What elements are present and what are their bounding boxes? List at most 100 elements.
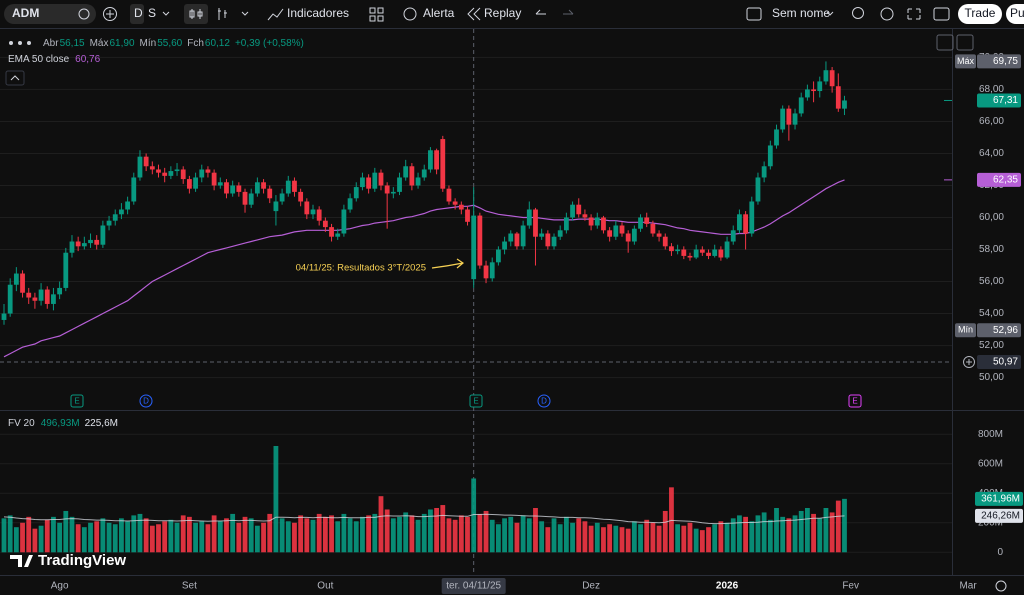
- candle-body: [20, 273, 25, 293]
- volume-bar: [75, 524, 81, 553]
- compare-interval[interactable]: S: [148, 6, 156, 20]
- candle-type-button[interactable]: [184, 4, 208, 24]
- symbol[interactable]: ADM: [12, 6, 39, 20]
- crosshair-date-box: [441, 578, 506, 594]
- price-badge-label: 67,31: [993, 95, 1018, 106]
- replay-button[interactable]: Replay: [484, 6, 521, 20]
- symbol-icon: [78, 8, 90, 20]
- interval[interactable]: D: [134, 6, 143, 20]
- candle-body: [811, 89, 816, 92]
- legend-dot: [18, 41, 22, 45]
- volume-bar: [563, 516, 569, 553]
- replay-icon[interactable]: [467, 7, 481, 21]
- volume-bar: [7, 515, 13, 553]
- candle-body: [372, 172, 378, 189]
- candle-body: [261, 182, 266, 189]
- symbol-search[interactable]: [4, 4, 96, 24]
- trade-label[interactable]: Trade: [965, 6, 996, 20]
- snapshot-icon[interactable]: [933, 7, 950, 21]
- volume-bar: [81, 527, 87, 553]
- candle-body: [792, 113, 798, 125]
- layouts-icon[interactable]: [369, 7, 384, 22]
- volume-bar: [465, 516, 470, 553]
- volume-bar: [835, 500, 841, 553]
- volume-bar: [601, 527, 606, 553]
- indicators-button[interactable]: Indicadores: [287, 6, 349, 20]
- volume-bar: [730, 518, 736, 553]
- ema-line: [3, 179, 845, 358]
- volume-bar: [217, 521, 223, 553]
- axis-settings[interactable]: [995, 580, 1007, 592]
- undo-icon[interactable]: [535, 9, 546, 15]
- scroll-button[interactable]: [936, 34, 954, 51]
- volume-ma-value: 225,6M: [85, 418, 118, 429]
- candle-body: [817, 81, 823, 92]
- event-label: E: [74, 397, 79, 406]
- dropdown-icon[interactable]: [826, 11, 834, 16]
- dropdown-icon[interactable]: [241, 11, 249, 16]
- collapse-button[interactable]: [5, 70, 25, 86]
- indicators-icon[interactable]: [267, 8, 284, 21]
- search-icon[interactable]: [852, 7, 864, 19]
- legend-open-label: Abr: [43, 38, 59, 49]
- trade-button[interactable]: [958, 4, 1002, 24]
- volume-bar: [489, 519, 495, 553]
- layout-icon[interactable]: [746, 7, 762, 21]
- candle-body: [496, 249, 501, 263]
- publish-label[interactable]: Pu: [1010, 6, 1024, 20]
- candle-body: [1, 313, 7, 320]
- volume-bar: [669, 487, 674, 553]
- candle-body: [292, 180, 297, 192]
- fullscreen-icon[interactable]: [907, 8, 921, 20]
- volume-bar: [180, 515, 186, 553]
- publish-button[interactable]: [1006, 4, 1024, 24]
- candle-body: [353, 187, 359, 199]
- y-tick-label: 52,00: [979, 340, 1004, 351]
- price-badge: [977, 323, 1021, 338]
- volume-bar: [329, 515, 334, 553]
- dropdown-icon[interactable]: [162, 11, 170, 16]
- redo-icon[interactable]: [563, 9, 574, 15]
- crosshair-add: [963, 356, 975, 369]
- volume-bar: [811, 513, 816, 553]
- layout-name[interactable]: Sem nome: [772, 6, 830, 20]
- candle-body: [322, 220, 328, 228]
- interval-box[interactable]: [130, 4, 144, 24]
- reset-button[interactable]: [956, 34, 974, 51]
- event-marker: [469, 394, 483, 408]
- volume-bar: [292, 522, 297, 553]
- compare-button[interactable]: [103, 7, 117, 21]
- candle-body: [588, 217, 594, 226]
- volume-bar: [347, 518, 353, 553]
- legend-open: 56,15: [60, 38, 85, 49]
- volume-bar: [224, 518, 229, 553]
- candle-body: [409, 166, 415, 186]
- volume-bar: [545, 527, 551, 553]
- bar-type-icon[interactable]: [218, 8, 227, 20]
- volume-bar: [94, 521, 100, 553]
- candle-body: [143, 156, 149, 167]
- volume-bar: [1, 518, 7, 553]
- y-tick-label: 60,00: [979, 212, 1004, 223]
- candle-body: [131, 177, 137, 202]
- candle-body: [156, 169, 161, 173]
- price-badge-prefix-box: [955, 54, 976, 69]
- volume-tick-label: 800M: [978, 429, 1003, 440]
- settings-icon[interactable]: [880, 7, 894, 21]
- volume-bar: [681, 525, 687, 553]
- volume-bar: [384, 509, 390, 553]
- volume-bar: [168, 519, 174, 553]
- candle-body: [32, 297, 38, 301]
- candle-body: [112, 214, 118, 221]
- volume-bar: [143, 518, 149, 553]
- volume-bar: [823, 508, 829, 553]
- x-tick-label: ter. 04/11/25: [446, 581, 501, 592]
- candle-body: [434, 150, 439, 170]
- collapse-icon: [10, 75, 20, 81]
- volume-tick-label: 0: [997, 547, 1003, 558]
- alert-icon[interactable]: [403, 7, 417, 21]
- alert-button[interactable]: Alerta: [423, 6, 455, 20]
- volume-bar: [403, 512, 409, 553]
- event-label: E: [852, 397, 857, 406]
